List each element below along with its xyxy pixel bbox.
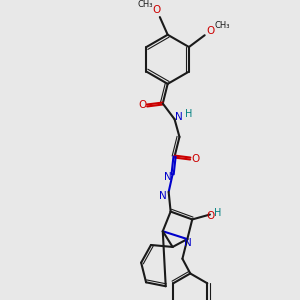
Text: O: O: [207, 211, 215, 220]
Text: N: N: [164, 172, 172, 182]
Text: O: O: [138, 100, 146, 110]
Text: N: N: [175, 112, 182, 122]
Text: O: O: [153, 5, 161, 15]
Text: H: H: [214, 208, 221, 218]
Text: H: H: [184, 109, 192, 119]
Text: O: O: [206, 26, 215, 36]
Text: CH₃: CH₃: [137, 0, 153, 9]
Text: N: N: [159, 191, 166, 201]
Text: O: O: [191, 154, 199, 164]
Text: CH₃: CH₃: [214, 21, 230, 30]
Text: N: N: [184, 238, 192, 248]
